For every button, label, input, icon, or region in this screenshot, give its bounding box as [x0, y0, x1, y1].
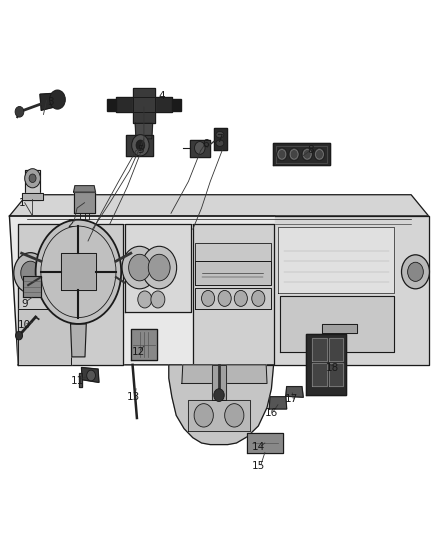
Polygon shape — [127, 135, 152, 156]
Circle shape — [15, 332, 22, 340]
Circle shape — [21, 261, 40, 285]
Polygon shape — [61, 253, 96, 290]
Polygon shape — [71, 324, 86, 357]
Circle shape — [14, 253, 47, 293]
Circle shape — [408, 262, 424, 281]
Polygon shape — [195, 288, 272, 309]
Text: 1: 1 — [19, 198, 26, 208]
Polygon shape — [21, 193, 43, 199]
Circle shape — [142, 246, 177, 289]
Polygon shape — [74, 192, 95, 213]
Text: 15: 15 — [252, 461, 265, 471]
Polygon shape — [135, 123, 152, 139]
Text: 17: 17 — [284, 394, 298, 405]
Polygon shape — [214, 128, 227, 150]
Polygon shape — [286, 386, 303, 397]
Circle shape — [129, 254, 150, 281]
Polygon shape — [23, 276, 41, 297]
Polygon shape — [321, 324, 357, 333]
Polygon shape — [10, 195, 428, 216]
Circle shape — [194, 403, 213, 427]
Text: 7: 7 — [215, 134, 223, 144]
Circle shape — [151, 291, 165, 308]
Circle shape — [148, 254, 170, 281]
Polygon shape — [107, 99, 116, 111]
Polygon shape — [278, 227, 394, 293]
Circle shape — [214, 389, 224, 401]
Circle shape — [218, 290, 231, 306]
Polygon shape — [188, 400, 250, 431]
Text: 11: 11 — [71, 376, 84, 386]
Polygon shape — [172, 99, 181, 111]
Polygon shape — [125, 224, 191, 312]
Polygon shape — [312, 364, 327, 385]
Circle shape — [138, 291, 152, 308]
Polygon shape — [269, 397, 287, 409]
Polygon shape — [212, 365, 226, 400]
Polygon shape — [273, 143, 330, 165]
Circle shape — [277, 148, 287, 161]
Circle shape — [302, 148, 312, 161]
Polygon shape — [328, 338, 343, 361]
Polygon shape — [131, 329, 157, 360]
Polygon shape — [18, 309, 71, 365]
Text: 10: 10 — [18, 320, 31, 330]
Circle shape — [49, 90, 65, 109]
Polygon shape — [74, 185, 95, 192]
Polygon shape — [195, 243, 272, 261]
Polygon shape — [79, 373, 82, 386]
Circle shape — [225, 403, 244, 427]
Text: 13: 13 — [127, 392, 141, 402]
Text: 9: 9 — [21, 298, 28, 309]
Circle shape — [122, 246, 157, 289]
Text: 6: 6 — [203, 139, 209, 149]
Polygon shape — [190, 140, 210, 157]
Ellipse shape — [216, 140, 224, 147]
Polygon shape — [169, 365, 274, 445]
Circle shape — [314, 148, 325, 161]
Circle shape — [35, 220, 121, 324]
Ellipse shape — [216, 132, 224, 138]
Text: 2: 2 — [67, 219, 74, 229]
Circle shape — [194, 142, 205, 155]
Polygon shape — [306, 334, 346, 395]
Polygon shape — [40, 93, 57, 110]
Polygon shape — [25, 170, 40, 199]
Polygon shape — [328, 364, 343, 385]
Circle shape — [136, 140, 145, 151]
Circle shape — [87, 370, 95, 381]
Circle shape — [132, 135, 149, 156]
Polygon shape — [18, 224, 123, 365]
Circle shape — [201, 290, 215, 306]
Polygon shape — [133, 88, 155, 123]
Circle shape — [29, 174, 36, 182]
Text: 8: 8 — [307, 144, 314, 155]
Circle shape — [15, 107, 24, 117]
Polygon shape — [116, 98, 172, 112]
Polygon shape — [10, 216, 428, 365]
Circle shape — [234, 290, 247, 306]
Text: 14: 14 — [252, 442, 265, 452]
Circle shape — [402, 255, 429, 289]
Text: 4: 4 — [159, 91, 166, 101]
Text: 12: 12 — [131, 346, 145, 357]
Polygon shape — [195, 261, 272, 285]
Polygon shape — [81, 368, 99, 382]
Circle shape — [25, 168, 40, 188]
Polygon shape — [280, 296, 394, 352]
Polygon shape — [312, 338, 327, 361]
Text: 5: 5 — [137, 144, 144, 155]
Circle shape — [252, 290, 265, 306]
Polygon shape — [193, 224, 274, 365]
Text: 18: 18 — [326, 362, 339, 373]
Polygon shape — [275, 216, 428, 365]
Circle shape — [289, 148, 299, 161]
Polygon shape — [182, 365, 267, 383]
Text: 3: 3 — [48, 96, 54, 107]
Text: 16: 16 — [265, 408, 278, 418]
Polygon shape — [247, 433, 283, 453]
